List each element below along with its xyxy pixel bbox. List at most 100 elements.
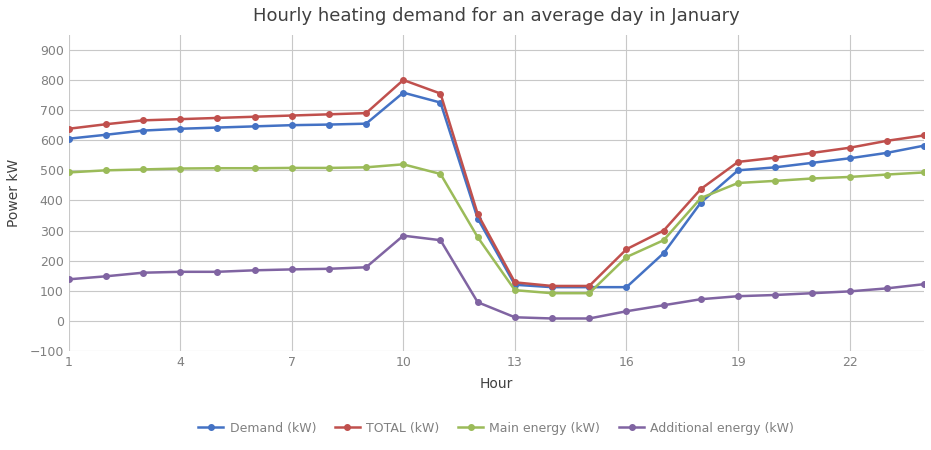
Main energy (kW)	[398, 162, 409, 167]
Main energy (kW)	[807, 176, 818, 181]
Additional energy (kW)	[844, 289, 856, 294]
Demand (kW)	[919, 143, 930, 148]
Additional energy (kW)	[658, 302, 669, 308]
TOTAL (kW)	[211, 115, 223, 121]
Additional energy (kW)	[398, 233, 409, 238]
Demand (kW)	[286, 122, 297, 128]
TOTAL (kW)	[882, 138, 893, 144]
Main energy (kW)	[211, 166, 223, 171]
Legend: Demand (kW), TOTAL (kW), Main energy (kW), Additional energy (kW): Demand (kW), TOTAL (kW), Main energy (kW…	[194, 417, 799, 440]
Title: Hourly heating demand for an average day in January: Hourly heating demand for an average day…	[253, 7, 739, 25]
TOTAL (kW)	[695, 186, 707, 192]
Additional energy (kW)	[323, 266, 334, 271]
Main energy (kW)	[435, 171, 446, 177]
Additional energy (kW)	[882, 286, 893, 291]
TOTAL (kW)	[733, 159, 744, 165]
Main energy (kW)	[323, 165, 334, 171]
TOTAL (kW)	[770, 155, 781, 160]
Line: Main energy (kW): Main energy (kW)	[66, 162, 927, 296]
Demand (kW)	[323, 122, 334, 127]
Demand (kW)	[63, 136, 74, 141]
Additional energy (kW)	[509, 315, 520, 320]
Demand (kW)	[770, 165, 781, 170]
TOTAL (kW)	[398, 77, 409, 83]
Line: Demand (kW): Demand (kW)	[66, 90, 927, 290]
TOTAL (kW)	[844, 145, 856, 150]
Line: TOTAL (kW): TOTAL (kW)	[66, 77, 927, 289]
Additional energy (kW)	[472, 300, 483, 305]
Demand (kW)	[509, 282, 520, 288]
Main energy (kW)	[844, 174, 856, 180]
Main energy (kW)	[733, 180, 744, 186]
TOTAL (kW)	[621, 247, 632, 252]
Additional energy (kW)	[63, 277, 74, 282]
TOTAL (kW)	[919, 133, 930, 138]
Additional energy (kW)	[695, 297, 707, 302]
TOTAL (kW)	[509, 279, 520, 285]
Demand (kW)	[658, 251, 669, 256]
Demand (kW)	[621, 284, 632, 290]
Demand (kW)	[584, 284, 595, 290]
Demand (kW)	[546, 284, 558, 290]
Demand (kW)	[435, 100, 446, 105]
Main energy (kW)	[658, 238, 669, 243]
Additional energy (kW)	[807, 291, 818, 296]
Additional energy (kW)	[733, 293, 744, 299]
TOTAL (kW)	[472, 212, 483, 217]
Main energy (kW)	[882, 172, 893, 177]
Main energy (kW)	[621, 254, 632, 260]
Main energy (kW)	[249, 166, 260, 171]
TOTAL (kW)	[249, 114, 260, 119]
Main energy (kW)	[101, 168, 112, 173]
Additional energy (kW)	[584, 316, 595, 321]
Main energy (kW)	[360, 165, 371, 170]
Demand (kW)	[211, 125, 223, 130]
Additional energy (kW)	[249, 268, 260, 273]
Additional energy (kW)	[770, 292, 781, 298]
Additional energy (kW)	[286, 267, 297, 272]
Main energy (kW)	[138, 167, 149, 172]
Main energy (kW)	[546, 291, 558, 296]
Additional energy (kW)	[101, 274, 112, 279]
Main energy (kW)	[472, 234, 483, 240]
Main energy (kW)	[63, 170, 74, 175]
Demand (kW)	[844, 156, 856, 161]
Additional energy (kW)	[919, 281, 930, 287]
Demand (kW)	[472, 216, 483, 221]
X-axis label: Hour: Hour	[479, 377, 513, 391]
Main energy (kW)	[584, 291, 595, 296]
Additional energy (kW)	[546, 316, 558, 321]
Demand (kW)	[882, 150, 893, 156]
Main energy (kW)	[286, 165, 297, 171]
Main energy (kW)	[695, 195, 707, 201]
Additional energy (kW)	[174, 269, 185, 274]
Line: Additional energy (kW): Additional energy (kW)	[66, 233, 927, 321]
Demand (kW)	[101, 132, 112, 138]
TOTAL (kW)	[584, 283, 595, 288]
Demand (kW)	[807, 160, 818, 166]
TOTAL (kW)	[435, 91, 446, 96]
Additional energy (kW)	[621, 309, 632, 314]
Main energy (kW)	[919, 170, 930, 175]
TOTAL (kW)	[138, 117, 149, 123]
Main energy (kW)	[174, 166, 185, 171]
Demand (kW)	[360, 121, 371, 126]
Additional energy (kW)	[360, 265, 371, 270]
Additional energy (kW)	[138, 270, 149, 275]
Main energy (kW)	[770, 178, 781, 184]
TOTAL (kW)	[101, 122, 112, 127]
TOTAL (kW)	[807, 150, 818, 156]
TOTAL (kW)	[286, 113, 297, 118]
Additional energy (kW)	[211, 269, 223, 274]
TOTAL (kW)	[174, 117, 185, 122]
Y-axis label: Power kW: Power kW	[7, 159, 20, 227]
TOTAL (kW)	[323, 112, 334, 117]
TOTAL (kW)	[63, 126, 74, 131]
Additional energy (kW)	[435, 238, 446, 243]
Demand (kW)	[733, 168, 744, 173]
TOTAL (kW)	[546, 283, 558, 288]
TOTAL (kW)	[658, 228, 669, 233]
Demand (kW)	[398, 90, 409, 95]
Main energy (kW)	[509, 288, 520, 293]
Demand (kW)	[249, 124, 260, 129]
